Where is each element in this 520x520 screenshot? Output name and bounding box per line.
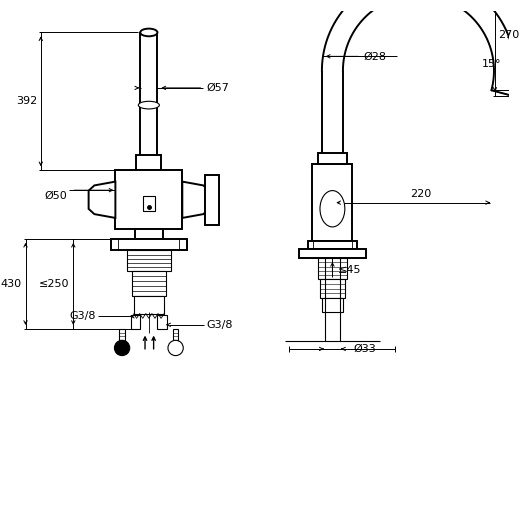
Text: G3/8: G3/8 xyxy=(70,311,96,321)
Text: ≤250: ≤250 xyxy=(39,279,70,289)
Bar xyxy=(131,316,140,329)
Bar xyxy=(322,298,343,311)
Bar xyxy=(135,229,163,239)
Bar xyxy=(134,296,164,314)
Bar xyxy=(318,258,347,279)
Ellipse shape xyxy=(320,191,345,227)
Bar xyxy=(143,196,154,211)
Text: G3/8: G3/8 xyxy=(206,320,233,330)
Bar xyxy=(320,279,345,298)
Circle shape xyxy=(168,340,183,356)
Text: 392: 392 xyxy=(16,96,37,106)
Text: Ø28: Ø28 xyxy=(363,51,386,61)
Bar xyxy=(318,153,347,164)
Bar xyxy=(115,170,183,229)
Text: ≤45: ≤45 xyxy=(338,265,361,275)
Polygon shape xyxy=(88,181,115,218)
Ellipse shape xyxy=(140,29,158,36)
Bar xyxy=(132,271,166,296)
Bar xyxy=(127,251,171,271)
Text: 220: 220 xyxy=(410,189,432,199)
Text: 430: 430 xyxy=(1,279,22,289)
Bar xyxy=(136,155,161,170)
Ellipse shape xyxy=(138,101,159,109)
Bar xyxy=(313,164,353,241)
Bar xyxy=(299,249,366,258)
Bar xyxy=(119,329,125,348)
Bar xyxy=(173,329,178,348)
Bar xyxy=(307,241,357,249)
Circle shape xyxy=(114,340,129,356)
Polygon shape xyxy=(183,181,209,218)
Bar xyxy=(158,316,167,329)
Text: Ø50: Ø50 xyxy=(45,191,68,201)
Text: 270: 270 xyxy=(498,30,519,40)
Bar xyxy=(111,239,187,251)
Text: Ø57: Ø57 xyxy=(206,83,229,93)
Bar xyxy=(205,175,218,225)
Text: 15°: 15° xyxy=(482,59,501,69)
Text: Ø33: Ø33 xyxy=(354,344,376,354)
